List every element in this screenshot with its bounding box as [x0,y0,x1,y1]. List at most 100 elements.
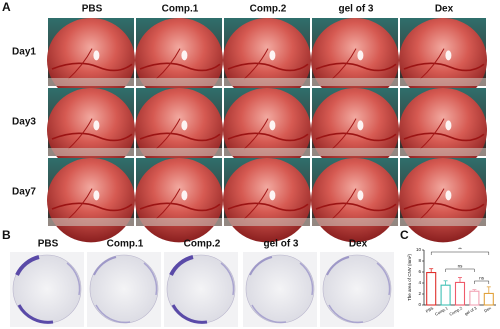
eyeball [399,158,487,243]
vessel [331,188,357,220]
eyeball [223,158,311,243]
vessel [227,132,309,142]
vessel [155,48,181,80]
flat-mount [243,252,317,327]
fur [312,218,398,226]
vessel [403,132,485,142]
fur [48,148,134,156]
fur [48,78,134,86]
vessel [51,62,133,72]
highlight [93,190,100,201]
vessel [155,118,181,150]
stain [251,304,287,324]
stain [66,262,81,296]
panel-label: C [400,228,409,242]
stain [249,256,273,276]
bar [483,292,494,306]
sig-bracket [474,280,490,284]
fur [400,148,486,156]
eye-photo [223,18,311,103]
highlight [181,50,188,61]
eyeball [47,158,135,243]
x-tick-label: Comp.1 [434,305,449,317]
eye-photo [223,158,311,243]
column-header: PBS [82,4,103,15]
column-header: Dex [349,239,368,250]
stain [143,262,158,296]
eye-photo [47,88,135,173]
fur [48,218,134,226]
column-header: Comp.1 [107,239,144,250]
vessel [315,132,397,142]
fur [136,148,222,156]
vessel [67,188,93,220]
eye-photo [47,158,135,243]
x-tick-label: PBS [425,305,435,313]
vessel [403,202,485,212]
vessel [331,48,357,80]
eye-photo [47,18,135,103]
highlight [357,50,364,61]
eye-photo [135,18,223,103]
vessel [51,202,133,212]
vessel [139,132,221,142]
fur [224,148,310,156]
bar [454,281,466,306]
eye-photo [399,88,487,173]
fur [136,218,222,226]
vessel [51,132,133,142]
x-tick-label: gel of 3 [464,305,479,316]
row-label: Day1 [12,47,36,58]
highlight [269,50,276,61]
eye-photo [311,158,399,243]
stain [376,262,391,296]
sig-bracket [430,251,490,255]
fur [400,78,486,86]
stain [326,256,350,276]
column-header: gel of 3 [263,239,298,250]
stain [328,304,364,324]
row-label: Day7 [12,187,36,198]
vessel [419,188,445,220]
stain [17,304,54,324]
column-header: Comp.2 [250,4,287,15]
sig-bracket [445,268,475,272]
stain [171,304,208,324]
vessel [139,62,221,72]
x-tick-label: Comp.2 [448,305,463,317]
eye-photo [223,88,311,173]
vessel [67,118,93,150]
highlight [93,50,100,61]
highlight [181,120,188,131]
flat-mount [164,252,238,327]
y-tick-label: 0 [418,302,421,307]
highlight [445,190,452,201]
vessel [243,188,269,220]
eye-photo [399,158,487,243]
row-label: Day3 [12,117,36,128]
eyeball [135,158,223,243]
panel-label: A [2,0,11,14]
vessel [243,118,269,150]
stain [299,262,314,296]
column-header: Comp.2 [184,239,221,250]
flat-mount [10,252,84,327]
stain [169,255,194,276]
highlight [445,50,452,61]
fur [136,78,222,86]
stain [95,304,131,324]
vessel [331,118,357,150]
vessel [243,48,269,80]
y-tick-label: 8 [418,258,421,263]
stain [15,255,40,276]
stain [93,256,117,276]
flat-mount [87,252,161,327]
bar [440,284,451,306]
column-header: gel of 3 [338,4,373,15]
vessel [403,62,485,72]
highlight [445,120,452,131]
vessel [419,48,445,80]
column-header: PBS [38,239,59,250]
highlight [181,190,188,201]
